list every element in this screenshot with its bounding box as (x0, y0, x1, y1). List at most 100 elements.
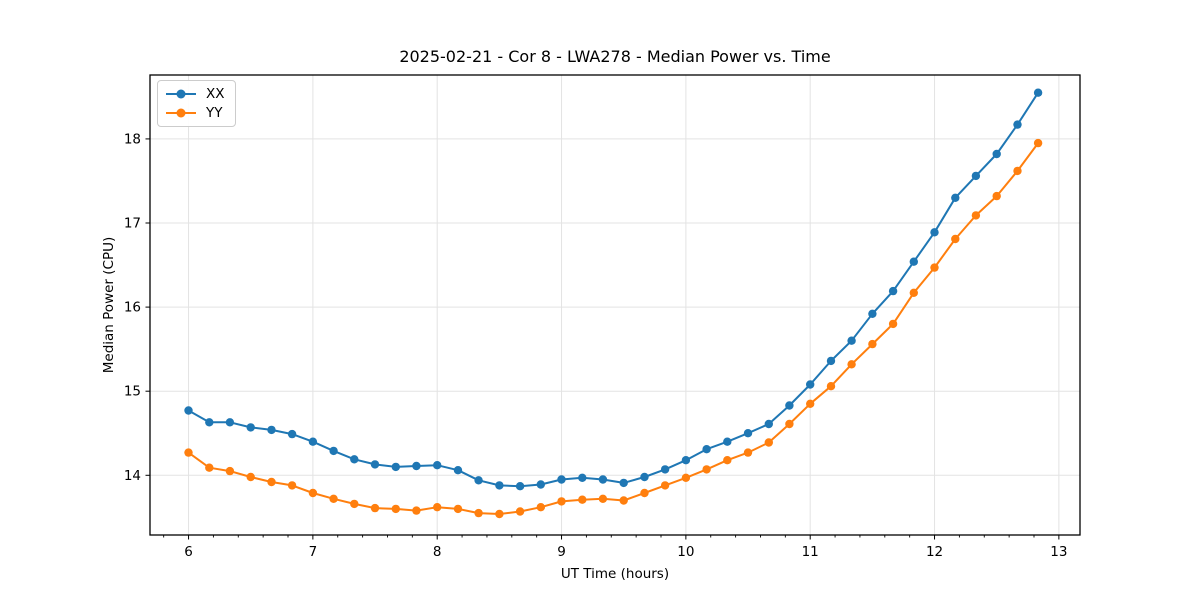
data-point-yy (847, 360, 856, 369)
x-tick-label: 8 (433, 544, 442, 560)
data-point-xx (474, 476, 483, 485)
data-point-yy (225, 466, 235, 476)
data-point-yy (184, 448, 193, 457)
data-point-xx (246, 423, 255, 432)
legend-line-sample-yy (166, 108, 196, 118)
series-line-xx (188, 92, 1039, 488)
legend-label-yy: YY (206, 105, 223, 121)
data-point-yy (764, 438, 773, 447)
data-point-xx (806, 380, 815, 389)
data-point-xx (826, 356, 836, 366)
data-point-xx (412, 461, 421, 471)
data-point-yy (660, 481, 670, 490)
data-point-xx (1033, 88, 1043, 97)
data-point-yy (370, 503, 380, 513)
data-point-xx (267, 425, 276, 435)
data-point-yy (619, 496, 628, 505)
series-line-yy (187, 142, 1039, 515)
legend-item-xx: XX (165, 86, 225, 102)
data-point-yy (1033, 138, 1043, 148)
data-point-yy (536, 503, 545, 512)
data-point-yy (826, 382, 836, 391)
data-point-xx (557, 475, 566, 484)
data-point-yy (681, 473, 691, 482)
data-point-yy (267, 477, 276, 487)
x-tick-label: 13 (1050, 544, 1067, 560)
data-point-xx (536, 480, 545, 489)
data-point-yy (888, 319, 898, 329)
data-point-xx (619, 478, 628, 488)
data-point-yy (702, 465, 711, 474)
data-point-yy (557, 497, 566, 506)
y-tick-label: 14 (124, 468, 141, 484)
y-tick-label: 18 (124, 131, 141, 147)
data-point-xx (992, 149, 1001, 159)
data-point-xx (350, 455, 359, 464)
data-point-yy (598, 494, 608, 503)
data-point-xx (660, 465, 670, 474)
data-point-yy (992, 191, 1001, 201)
data-point-xx (743, 429, 753, 438)
data-point-yy (806, 399, 815, 408)
x-tick-label: 12 (926, 544, 943, 560)
data-point-xx (785, 401, 794, 410)
data-point-xx (225, 418, 235, 427)
data-point-yy (350, 499, 359, 509)
data-point-yy (971, 211, 981, 220)
data-point-yy (515, 507, 525, 516)
data-point-yy (951, 234, 960, 244)
data-point-yy (723, 456, 732, 465)
data-point-yy (930, 263, 939, 272)
data-point-xx (453, 466, 463, 475)
x-tick-label: 6 (184, 544, 193, 560)
y-tick-label: 15 (124, 384, 141, 400)
data-point-yy (453, 504, 463, 514)
data-point-yy (412, 506, 421, 515)
x-axis-label: UT Time (hours) (560, 566, 670, 582)
data-point-xx (205, 418, 214, 427)
data-point-xx (308, 437, 318, 446)
data-point-xx (930, 228, 939, 237)
data-point-xx (971, 171, 981, 181)
data-point-yy (391, 504, 400, 514)
legend-label-xx: XX (206, 86, 225, 102)
data-point-xx (287, 429, 297, 439)
data-point-xx (909, 257, 918, 266)
data-point-xx (681, 456, 691, 465)
data-point-yy (1013, 166, 1022, 176)
data-point-yy (205, 463, 214, 472)
data-point-yy (640, 488, 649, 498)
data-point-xx (495, 481, 504, 490)
data-point-xx (329, 446, 338, 456)
data-point-yy (578, 495, 587, 504)
data-point-yy (329, 494, 338, 503)
y-tick-label: 17 (124, 216, 141, 232)
data-point-yy (308, 488, 318, 498)
y-tick-label: 16 (124, 300, 141, 316)
data-point-yy (785, 419, 794, 429)
chart-title: 2025-02-21 - Cor 8 - LWA278 - Median Pow… (399, 47, 831, 66)
data-point-xx (578, 473, 587, 482)
data-point-yy (433, 503, 442, 512)
data-point-yy (495, 509, 504, 519)
data-point-xx (391, 462, 400, 472)
data-point-xx (847, 336, 856, 345)
data-point-yy (246, 472, 255, 482)
data-point-xx (868, 309, 877, 318)
x-tick-label: 9 (557, 544, 566, 560)
data-point-yy (868, 339, 877, 349)
legend-line-sample-xx (166, 89, 196, 99)
data-point-xx (1013, 120, 1022, 129)
data-point-yy (743, 448, 753, 457)
data-point-xx (951, 193, 960, 202)
data-point-xx (888, 286, 898, 296)
data-point-xx (598, 475, 608, 484)
data-point-xx (184, 406, 193, 415)
legend: XX YY (157, 80, 236, 127)
x-tick-label: 7 (309, 544, 318, 560)
legend-item-yy: YY (165, 105, 225, 121)
data-point-xx (370, 460, 380, 469)
data-point-xx (723, 437, 732, 446)
